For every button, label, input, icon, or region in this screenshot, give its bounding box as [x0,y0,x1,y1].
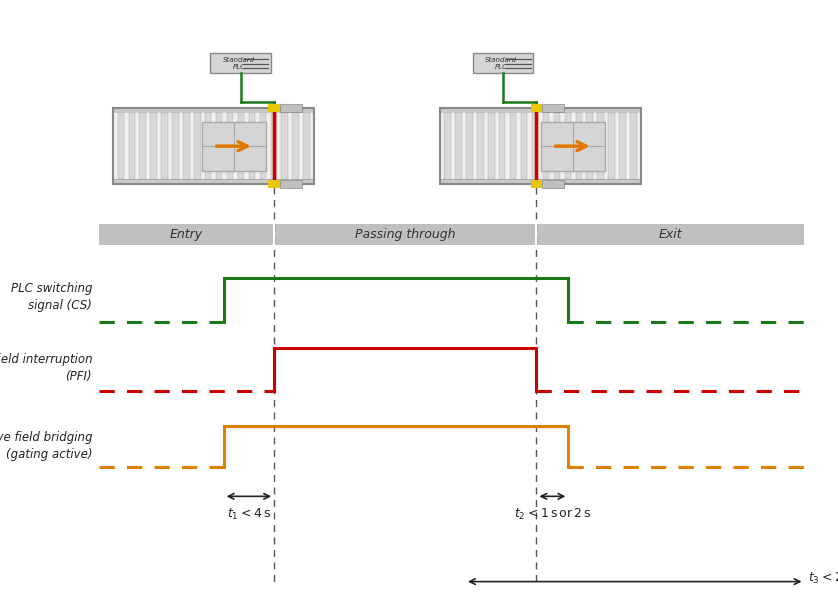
Bar [113,113,314,179]
Text: $t_3 < 20\,\mathrm{s}$: $t_3 < 20\,\mathrm{s}$ [808,571,838,586]
Bar [303,113,310,179]
Bar [280,104,302,112]
Bar [194,113,200,179]
Bar [488,113,494,179]
Bar [466,113,473,179]
Bar [113,179,314,184]
Bar [597,113,604,179]
Bar [440,108,641,113]
Text: Standard: Standard [485,57,517,63]
Bar [113,108,314,184]
Bar [530,180,542,189]
Text: Standard: Standard [223,57,255,63]
Bar [280,180,302,189]
Bar [630,113,637,179]
Text: Passing through: Passing through [355,228,456,241]
Text: $t_2 < 1\,\mathrm{s}\,\mathrm{or}\,2\,\mathrm{s}$: $t_2 < 1\,\mathrm{s}\,\mathrm{or}\,2\,\m… [514,507,591,523]
Bar [292,113,299,179]
Bar [565,113,571,179]
Bar [205,113,211,179]
Bar [543,113,549,179]
Bar [444,113,451,179]
Bar [268,104,280,112]
Bar [530,104,542,112]
Bar [587,113,593,179]
Bar [619,113,626,179]
Bar [113,108,314,113]
Bar [227,113,233,179]
Bar [608,113,615,179]
Bar [184,113,189,179]
Text: Entry: Entry [170,228,203,241]
Bar [249,113,255,179]
Text: PLC: PLC [494,65,508,70]
Text: Exit: Exit [659,228,682,241]
Bar [542,180,564,189]
Bar [576,113,582,179]
Text: $t_1 < 4\,\mathrm{s}$: $t_1 < 4\,\mathrm{s}$ [227,507,271,523]
Bar [440,113,641,179]
Bar [271,113,277,179]
Bar [455,113,462,179]
Bar [139,113,146,179]
Bar [521,113,527,179]
Text: Protective field interruption
(PFI): Protective field interruption (PFI) [0,353,92,383]
Bar [532,113,538,179]
Bar [260,113,266,179]
Bar [238,113,244,179]
Bar [268,180,280,189]
Bar [161,113,168,179]
Bar [510,113,516,179]
Bar [150,113,157,179]
Bar [210,53,271,72]
Bar [282,113,288,179]
Bar [541,122,605,171]
Text: PLC: PLC [232,65,246,70]
Bar [554,113,560,179]
Text: Protective field bridging
(gating active): Protective field bridging (gating active… [0,431,92,461]
Bar [440,108,641,184]
Text: PLC switching
signal (CS): PLC switching signal (CS) [11,282,92,312]
Bar [173,113,178,179]
Bar [202,122,266,171]
Bar [440,179,641,184]
Bar [473,53,533,72]
Bar [477,113,484,179]
Bar [128,113,135,179]
Bar [216,113,222,179]
Bar [499,113,505,179]
Bar [117,113,124,179]
Bar [99,224,804,245]
Bar [542,104,564,112]
